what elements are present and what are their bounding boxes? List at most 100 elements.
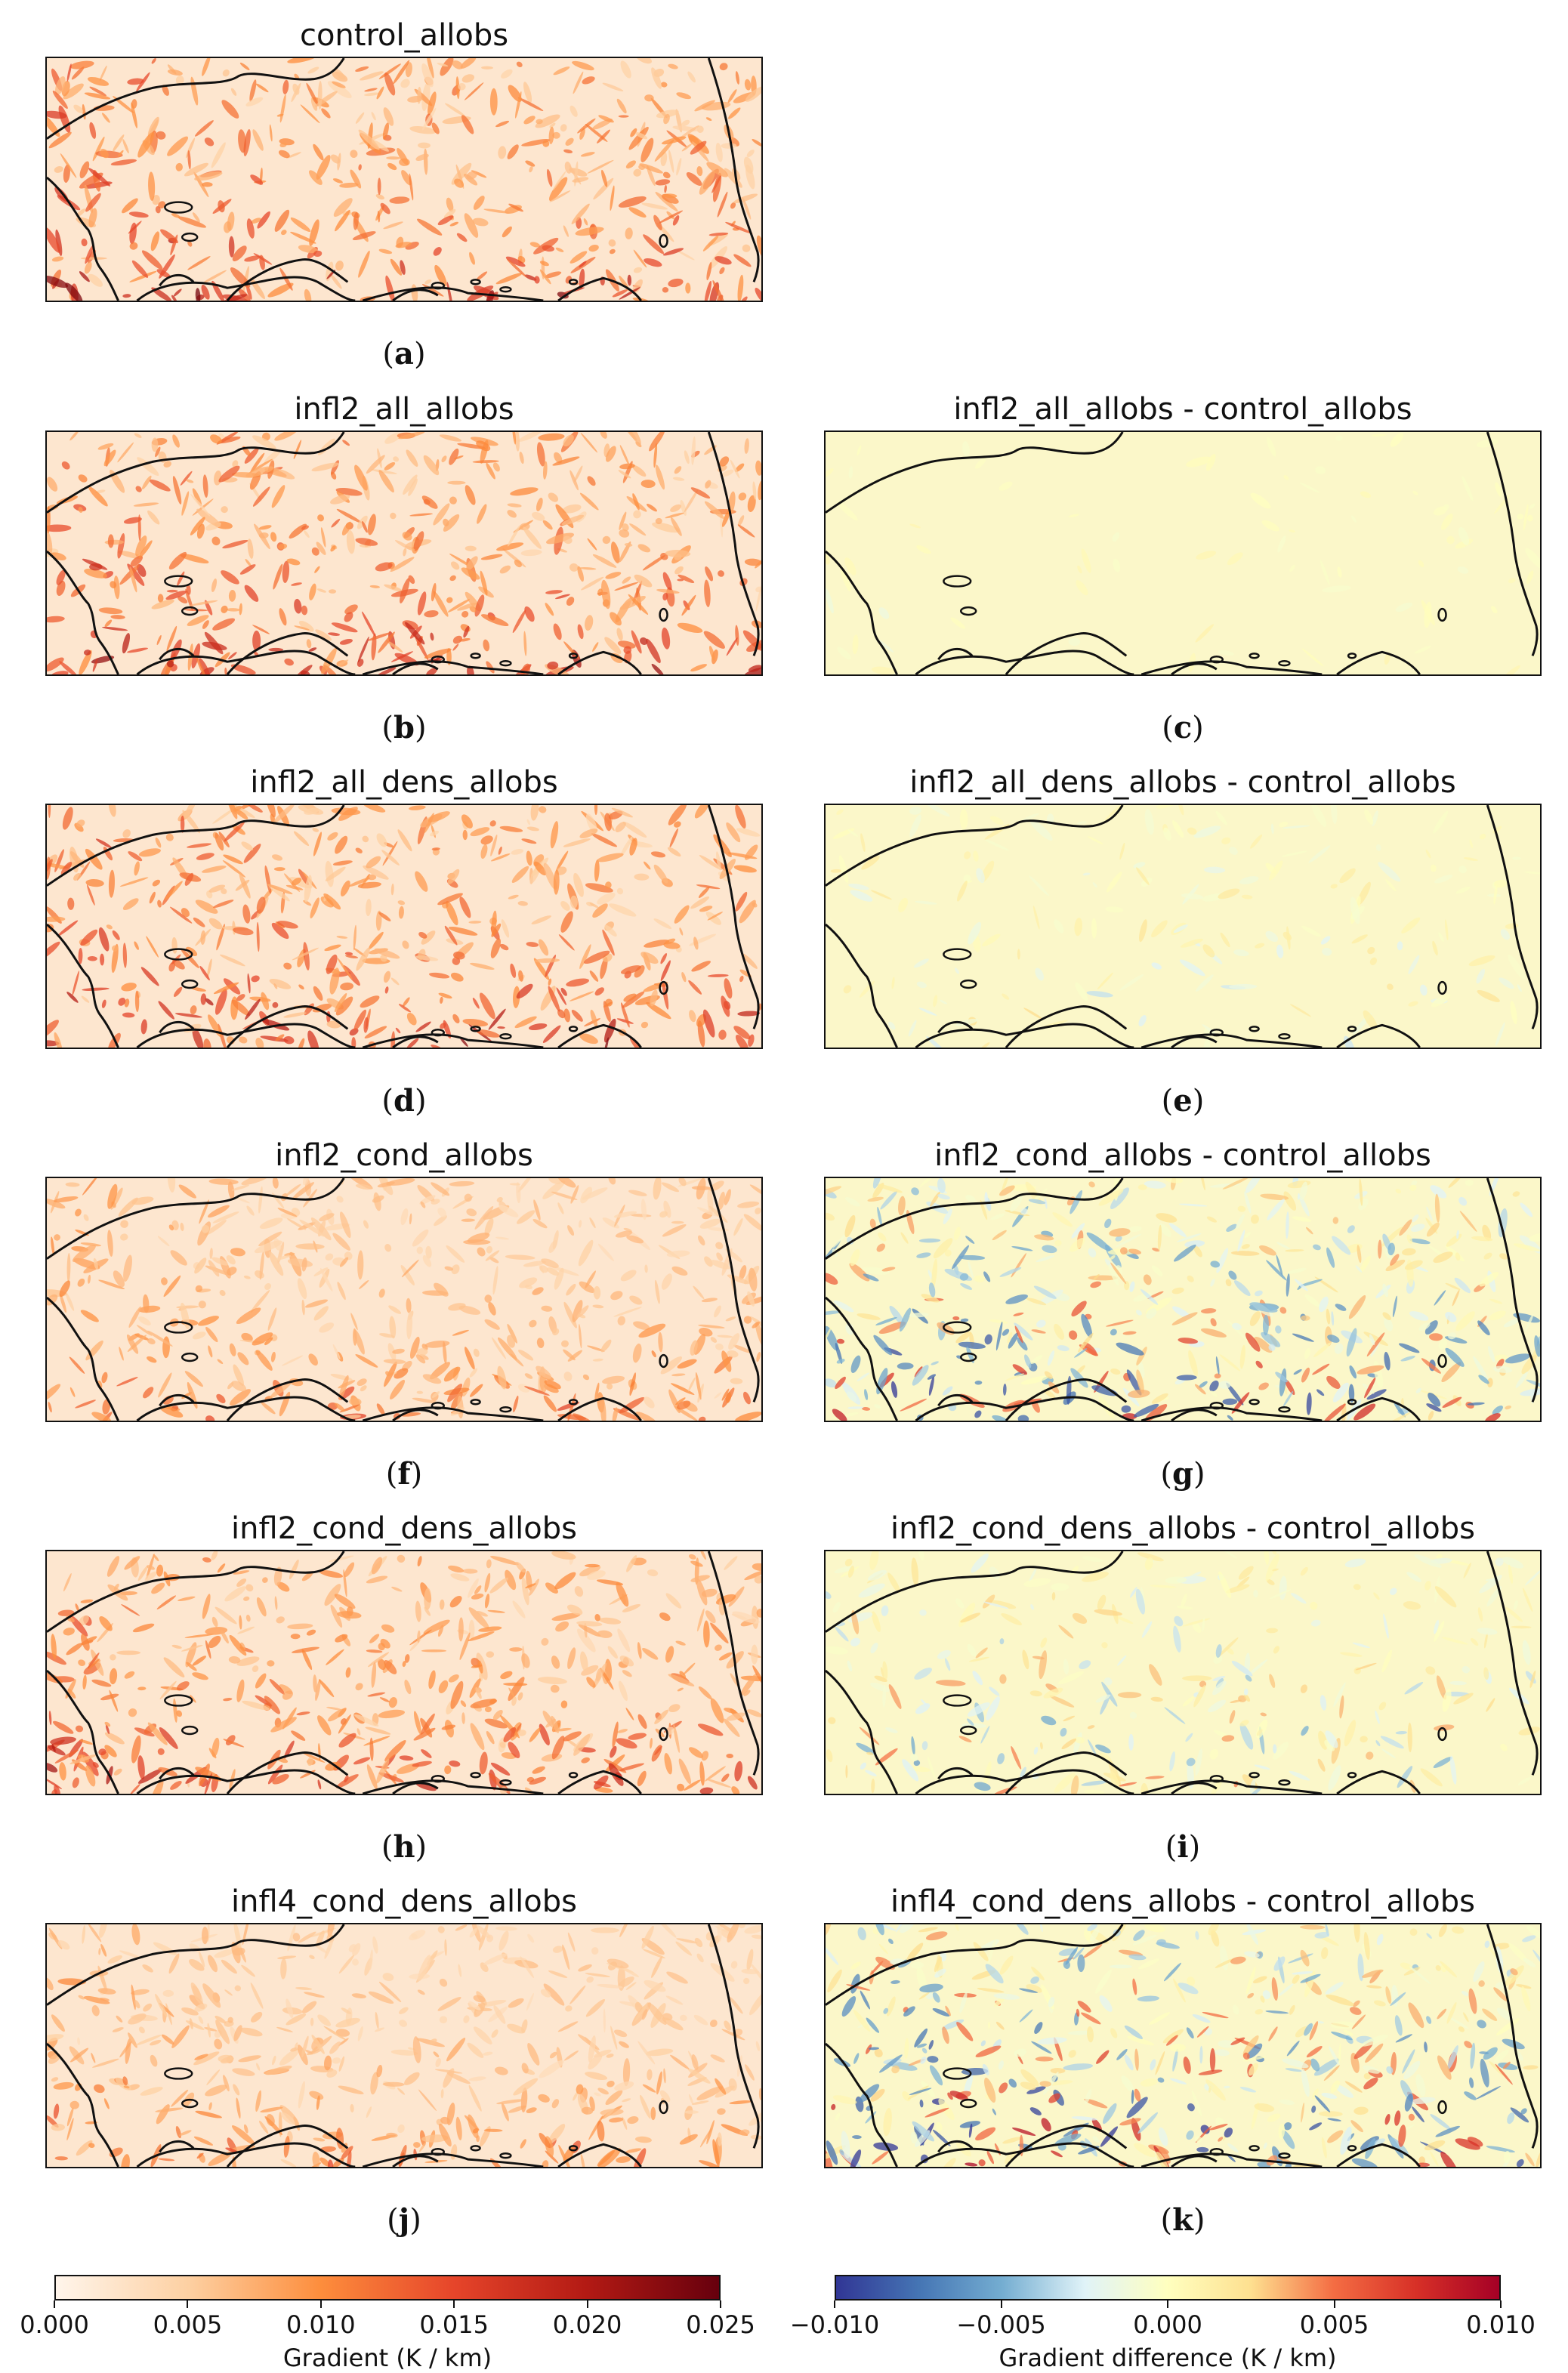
coastline (915, 650, 1134, 674)
field-feature (455, 76, 460, 100)
field-feature (1201, 1308, 1217, 1314)
field-feature (1195, 1930, 1199, 1940)
field-feature (1510, 1001, 1517, 1025)
field-feature (464, 1347, 475, 1370)
field-feature (666, 1250, 690, 1257)
field-feature (533, 1199, 541, 1221)
field-feature (325, 1761, 341, 1771)
field-feature (600, 956, 608, 980)
field-feature (434, 1215, 447, 1227)
field-feature (292, 83, 300, 95)
field-feature (273, 983, 278, 989)
field-feature (519, 523, 530, 531)
field-feature (573, 71, 584, 94)
field-feature (439, 1599, 445, 1610)
field-feature (1309, 2021, 1319, 2041)
field-feature (659, 210, 684, 224)
field-feature (130, 1783, 140, 1794)
field-feature (328, 632, 341, 636)
field-feature (390, 1379, 406, 1399)
field-feature (1404, 1682, 1424, 1695)
field-feature (218, 465, 240, 483)
coastline (1336, 650, 1421, 674)
field-feature (668, 1704, 681, 1713)
field-feature (872, 1927, 878, 1935)
field-feature (602, 1375, 625, 1384)
field-feature (1208, 1699, 1227, 1713)
field-feature (477, 504, 487, 524)
panel-title: infl4_cond_dens_allobs (231, 1884, 577, 1919)
field-feature (613, 1211, 637, 1218)
field-feature (273, 563, 283, 590)
field-feature (655, 464, 665, 490)
field-feature (859, 2084, 880, 2103)
field-feature (605, 446, 616, 462)
field-feature (749, 1316, 761, 1332)
field-feature (1292, 1971, 1314, 1975)
field-feature (1254, 2103, 1275, 2112)
field-feature (1083, 1789, 1105, 1794)
field-feature (1415, 2074, 1426, 2097)
field-feature (633, 267, 643, 273)
field-feature (980, 2040, 986, 2047)
field-feature (693, 937, 699, 950)
field-feature (194, 120, 214, 137)
field-feature (108, 869, 115, 898)
field-feature (210, 434, 222, 444)
field-feature (1091, 1385, 1118, 1396)
field-feature (378, 912, 391, 921)
field-feature (1317, 2021, 1324, 2024)
field-feature (390, 512, 397, 520)
field-feature (1471, 1236, 1493, 1242)
field-feature (258, 1186, 263, 1214)
field-feature (704, 579, 711, 607)
field-feature (363, 1017, 369, 1033)
field-feature (271, 922, 289, 940)
field-feature (1077, 565, 1082, 574)
field-feature (232, 2068, 255, 2076)
field-feature (1286, 1273, 1290, 1297)
field-feature (1306, 2046, 1323, 2058)
field-feature (1310, 1601, 1318, 1610)
field-feature (525, 160, 536, 167)
field-feature (1495, 1946, 1504, 1974)
field-feature (51, 2124, 65, 2131)
field-feature (626, 1235, 644, 1244)
field-feature (514, 1016, 537, 1029)
field-feature (157, 1748, 165, 1755)
field-feature (1508, 1564, 1514, 1585)
field-feature (560, 1700, 568, 1708)
field-feature (224, 1586, 246, 1602)
field-feature (521, 139, 551, 147)
coastline (915, 1769, 1134, 1794)
field-feature (594, 987, 604, 996)
field-feature (1293, 1369, 1302, 1375)
field-feature (308, 1353, 318, 1366)
field-feature (449, 1760, 461, 1767)
field-feature (418, 1955, 431, 1982)
field-feature (186, 1662, 197, 1671)
field-feature (491, 2029, 498, 2038)
field-feature (249, 452, 265, 474)
field-feature (418, 949, 426, 961)
field-feature (120, 1233, 128, 1241)
field-feature (480, 844, 488, 859)
field-feature (1011, 2127, 1036, 2136)
field-feature (1173, 1978, 1186, 2003)
field-feature (47, 227, 60, 253)
field-feature (171, 213, 181, 218)
field-feature (582, 1187, 608, 1200)
field-feature (632, 1343, 642, 1363)
field-feature (891, 977, 895, 989)
field-feature (135, 535, 147, 557)
field-feature (1236, 1576, 1250, 1588)
field-feature (594, 1382, 600, 1401)
field-feature (359, 1280, 369, 1289)
field-feature (1344, 1558, 1366, 1568)
field-feature (223, 1739, 245, 1748)
field-feature (450, 1407, 465, 1416)
field-feature (614, 2081, 634, 2091)
field-feature (1339, 868, 1356, 884)
island-outline (568, 1772, 579, 1779)
field-feature (875, 1183, 903, 1193)
